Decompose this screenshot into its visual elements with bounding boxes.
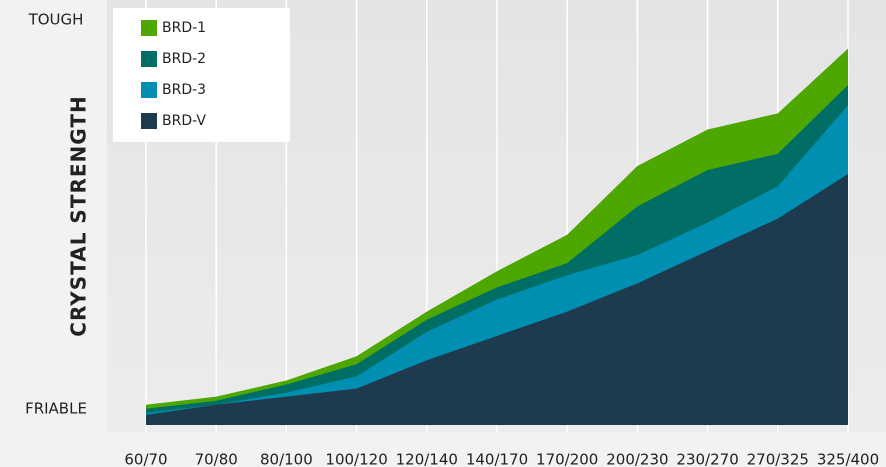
legend-label: BRD-2 [162,51,206,67]
area [146,174,848,425]
x-tick-label: 200/230 [606,451,668,467]
x-tick-label: 170/200 [536,451,598,467]
legend: BRD-1 BRD-2 BRD-3 BRD-V [141,20,206,129]
areas [146,48,848,425]
x-tick-label: 325/400 [817,451,879,467]
legend-swatch [141,113,157,129]
x-tick-label: 230/270 [676,451,738,467]
legend-label: BRD-1 [162,20,206,36]
legend-label: BRD-3 [162,82,206,98]
x-tick-label: 270/325 [747,451,809,467]
legend-label: BRD-V [162,113,206,129]
legend-swatch [141,51,157,67]
legend-swatch [141,20,157,36]
x-tick-label: 120/140 [396,451,458,467]
x-tick-label: 80/100 [260,451,313,467]
x-tick-label: 60/70 [124,451,167,467]
x-tick-label: 70/80 [195,451,238,467]
x-tick-label: 100/120 [325,451,387,467]
y-tick-label: FRIABLE [25,399,87,417]
x-tick-label: 140/170 [466,451,528,467]
y-axis-title: CRYSTAL STRENGTH [67,95,91,336]
legend-swatch [141,82,157,98]
y-tick-label: TOUGH [28,11,84,29]
